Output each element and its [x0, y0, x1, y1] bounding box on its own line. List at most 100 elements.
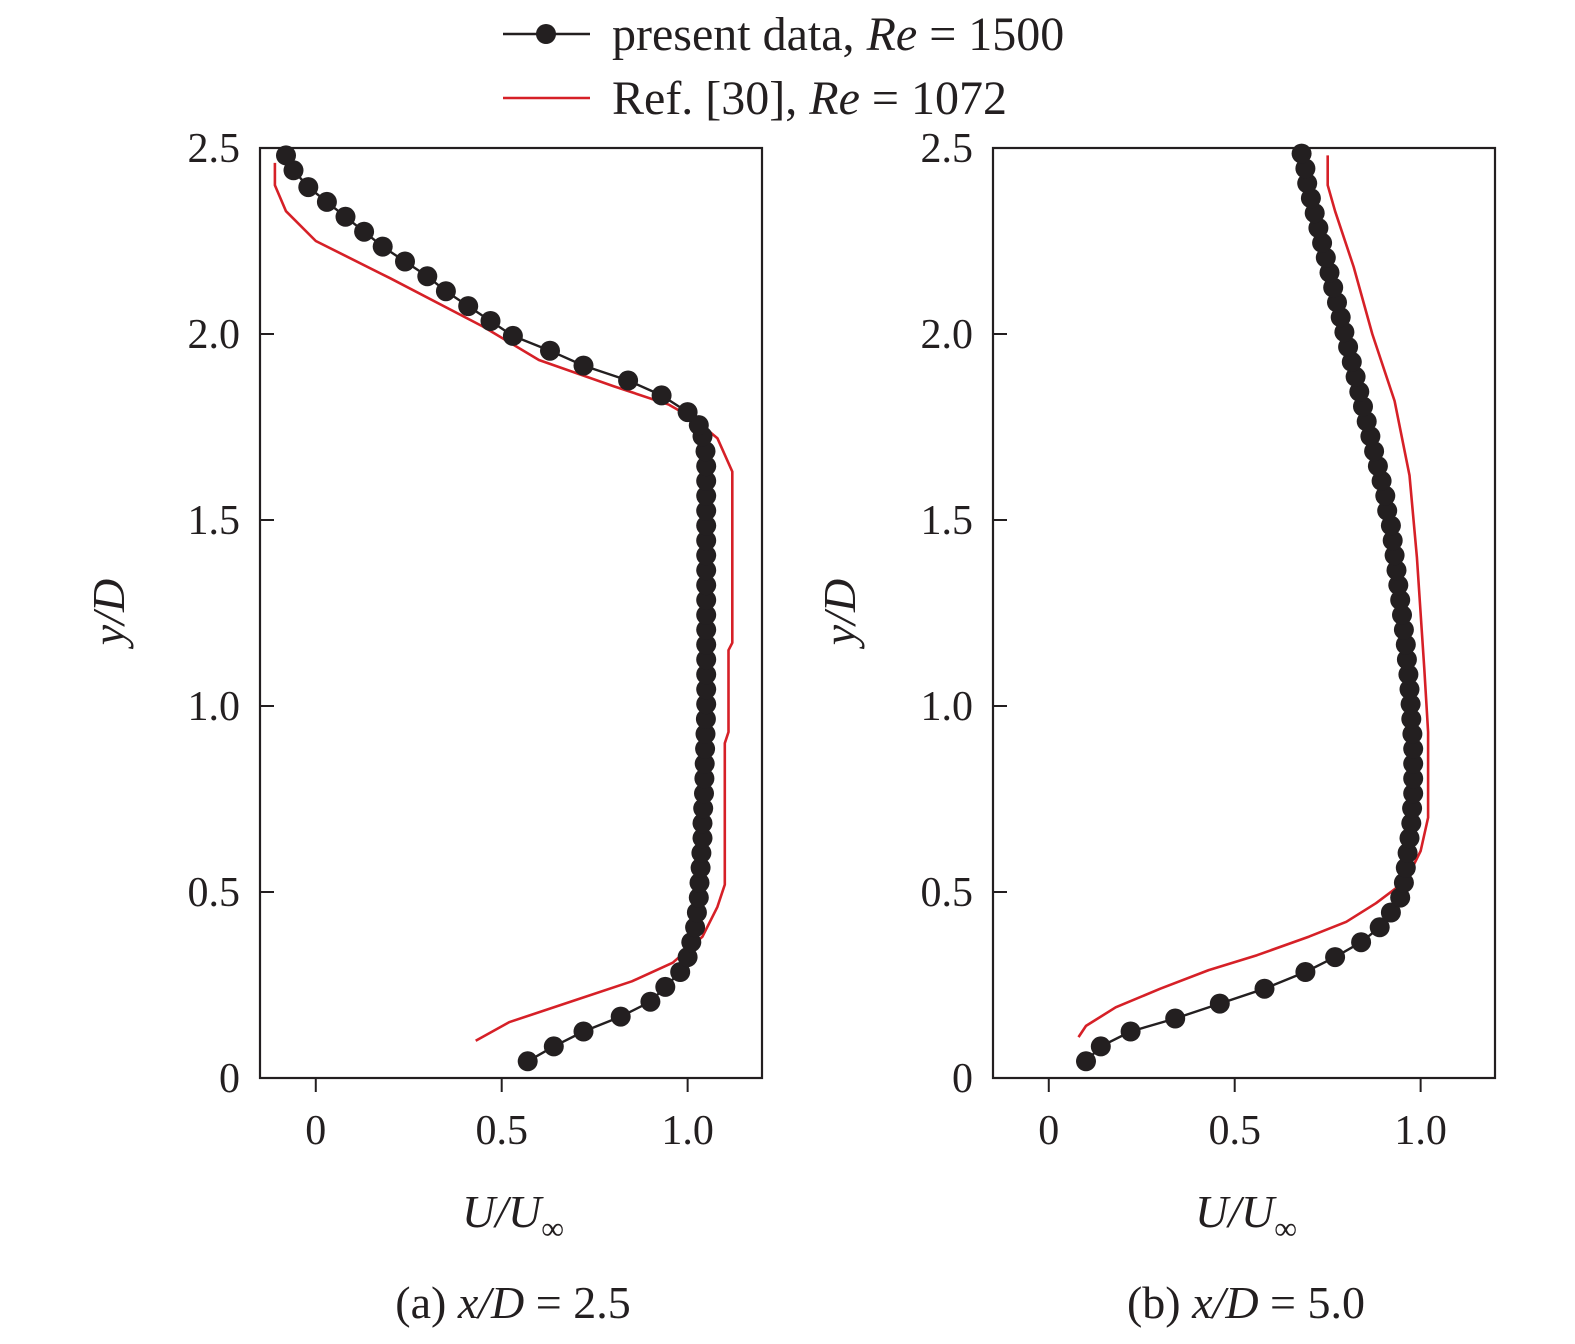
y-tick-label: 1.5: [921, 498, 974, 544]
present-data-point: [696, 515, 717, 536]
panel-a: 0 0.5 1.0 0 0.5 1.0 1.5 2.0 2.5 y/D U/U∞ (a) x/…: [83, 126, 764, 1328]
present-data-point: [696, 456, 717, 477]
present-data-point: [696, 470, 717, 491]
y-tick-label: 1.5: [188, 498, 241, 544]
present-data-point: [354, 221, 375, 242]
present-data-point: [543, 1036, 564, 1057]
legend-present-text: present data, Re = 1500: [612, 8, 1064, 61]
y-tick-label: 0: [952, 1056, 973, 1102]
present-data-point: [1377, 500, 1398, 521]
present-data-point: [1090, 1036, 1111, 1057]
panel-b-series: [1076, 143, 1430, 1072]
present-data-point: [372, 236, 393, 257]
present-data-point: [1402, 723, 1423, 744]
present-data-point: [651, 385, 672, 406]
present-data-point: [696, 575, 717, 596]
present-data-point: [686, 902, 707, 923]
present-data-point: [610, 1006, 631, 1027]
present-data-point: [696, 634, 717, 655]
present-data-point: [1351, 932, 1372, 953]
present-data-point: [417, 266, 438, 287]
present-data-point: [1120, 1021, 1141, 1042]
x-tick-label: 0: [305, 1108, 326, 1154]
present-data-point: [685, 917, 706, 938]
panel-a-series: [273, 145, 734, 1072]
present-data-point: [1392, 604, 1412, 625]
present-data-point: [1382, 530, 1403, 551]
present-data-point: [1076, 1051, 1096, 1072]
reference-line: [1077, 155, 1430, 1038]
present-data-point: [1388, 575, 1409, 596]
present-data-point: [395, 251, 415, 272]
present-data-point: [335, 206, 356, 227]
present-data-point: [696, 545, 717, 566]
present-data-point: [480, 311, 501, 331]
present-data-point: [688, 887, 709, 908]
present-data-point: [689, 872, 710, 893]
x-tick-label: 0: [1038, 1108, 1059, 1154]
present-data-point: [1403, 738, 1424, 759]
y-tick-label: 1.0: [188, 684, 241, 730]
present-data-point: [1400, 694, 1421, 715]
present-data-point: [1390, 590, 1411, 610]
present-data-point: [696, 500, 717, 521]
present-data-point: [1403, 768, 1424, 789]
present-data-point: [1402, 798, 1423, 819]
present-data-point: [1403, 753, 1424, 774]
present-data-point: [540, 340, 560, 361]
present-data-point: [316, 191, 337, 212]
present-data-point: [693, 798, 714, 819]
panel-b-y-ticks: 0 0.5 1.0 1.5 2.0 2.5: [921, 126, 1007, 1102]
present-data-point: [1209, 993, 1230, 1014]
present-data-point: [573, 355, 594, 376]
present-data-point: [502, 325, 523, 346]
present-data-point: [298, 177, 319, 198]
present-data-point: [1403, 783, 1424, 804]
present-data-point: [1399, 679, 1420, 700]
present-data-point: [696, 485, 717, 506]
present-data-point: [695, 709, 716, 729]
present-data-point: [696, 604, 717, 625]
present-data-point: [1386, 560, 1407, 581]
x-tick-label: 0.5: [475, 1108, 528, 1154]
present-data-point: [618, 370, 639, 391]
present-data-point: [696, 649, 717, 670]
panel-a-y-axis-title: y/D: [83, 579, 134, 649]
y-tick-label: 2.0: [921, 312, 974, 358]
present-data-point: [573, 1021, 594, 1042]
x-tick-label: 1.0: [661, 1108, 714, 1154]
panel-a-y-ticks: 0 0.5 1.0 1.5 2.0 2.5: [188, 126, 274, 1102]
present-data-point: [694, 783, 714, 804]
present-data-point: [1393, 619, 1414, 640]
present-data-point: [640, 991, 661, 1012]
present-data-point: [655, 976, 676, 997]
present-data-point: [517, 1051, 538, 1072]
present-data-point: [688, 415, 709, 436]
y-tick-label: 2.5: [188, 126, 241, 172]
present-data-point: [696, 619, 717, 640]
legend: present data, Re = 1500 Ref. [30], Re = …: [503, 8, 1064, 125]
present-data-point: [695, 723, 716, 744]
y-tick-label: 2.0: [188, 312, 241, 358]
legend-reference-text: Ref. [30], Re = 1072: [612, 72, 1007, 125]
y-tick-label: 1.0: [921, 684, 974, 730]
present-data-point: [696, 694, 717, 715]
panel-b-x-ticks: 0 0.5 1.0: [1038, 1078, 1447, 1154]
present-data-line: [1085, 153, 1415, 1063]
present-data-point: [1401, 813, 1422, 834]
present-data-point: [1295, 962, 1316, 982]
present-data-point: [696, 590, 717, 610]
present-data-point: [458, 296, 479, 317]
present-data-point: [1325, 947, 1346, 968]
present-data-point: [694, 753, 715, 774]
panel-a-caption: (a) x/D = 2.5: [395, 1277, 630, 1328]
present-data-point: [670, 962, 691, 982]
present-data-point: [1399, 828, 1420, 849]
x-tick-label: 1.0: [1394, 1108, 1447, 1154]
present-data-point: [692, 813, 713, 834]
x-tick-label: 0.5: [1208, 1108, 1261, 1154]
panel-b: 0 0.5 1.0 0 0.5 1.0 1.5 2.0 2.5 y/D U/U∞ (b) x/…: [814, 126, 1497, 1328]
present-data-point: [283, 160, 304, 181]
panel-b-x-axis-title: U/U∞: [1195, 1186, 1297, 1246]
